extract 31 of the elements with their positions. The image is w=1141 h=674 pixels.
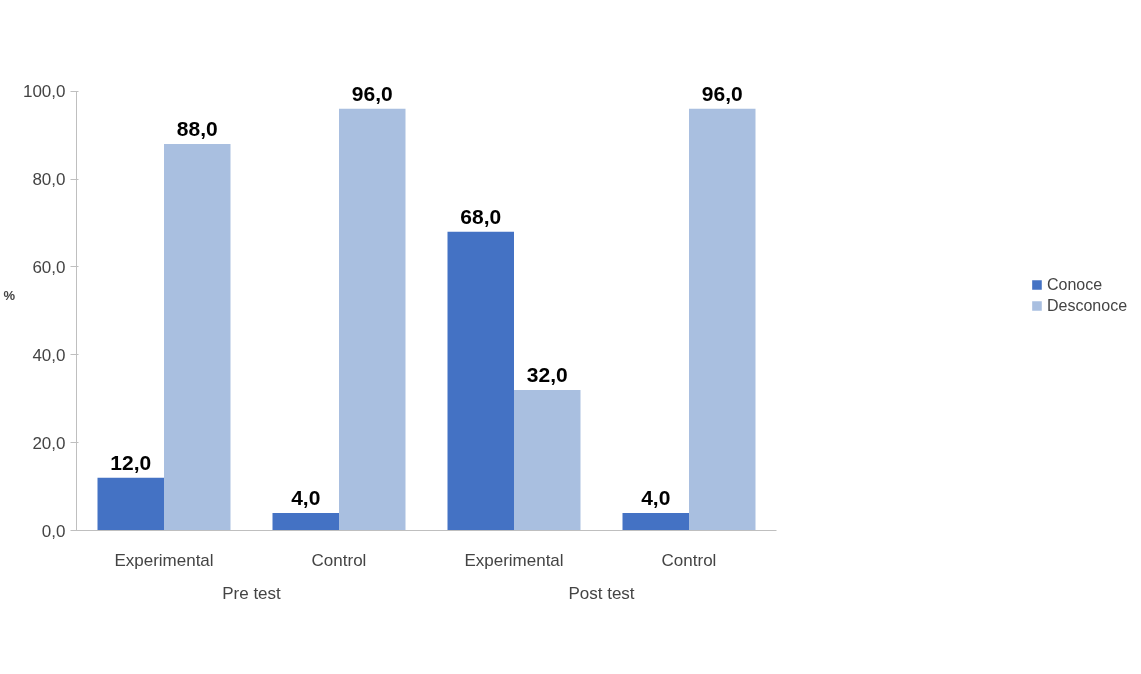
y-tick-label: 100,0 (22, 82, 66, 102)
data-label: 96,0 (701, 81, 743, 105)
bar (339, 108, 406, 531)
bar (447, 231, 514, 531)
bar (622, 512, 689, 531)
text: Pre test (222, 583, 282, 603)
bar (514, 389, 581, 531)
y-tick-label: 0,0 (41, 521, 66, 541)
data-label: 4,0 (641, 485, 671, 509)
data-label: 96,0 (351, 81, 393, 105)
data-label: 68,0 (460, 204, 502, 228)
x-tick-label: Control (311, 550, 367, 570)
y-tick-label: 20,0 (32, 433, 66, 453)
bar (689, 108, 756, 531)
data-label: 12,0 (110, 450, 152, 474)
data-label: 32,0 (526, 362, 568, 386)
legend-label: Desconoce (1046, 296, 1128, 315)
legend-label: Conoce (1046, 275, 1103, 294)
y-tick-label: 40,0 (32, 345, 66, 365)
x-tick-label: Control (661, 550, 717, 570)
y-axis-title: % (3, 288, 16, 303)
bar (272, 512, 339, 531)
bar (164, 143, 231, 531)
y-tick-label: 80,0 (32, 170, 66, 190)
data-label: 4,0 (291, 485, 321, 509)
x-tick-label: Experimental (114, 550, 214, 570)
text: Post test (568, 583, 635, 603)
data-label: 88,0 (176, 116, 218, 140)
x-tick-label: Experimental (464, 550, 564, 570)
y-tick-label: 60,0 (32, 257, 66, 277)
bar (97, 477, 164, 531)
